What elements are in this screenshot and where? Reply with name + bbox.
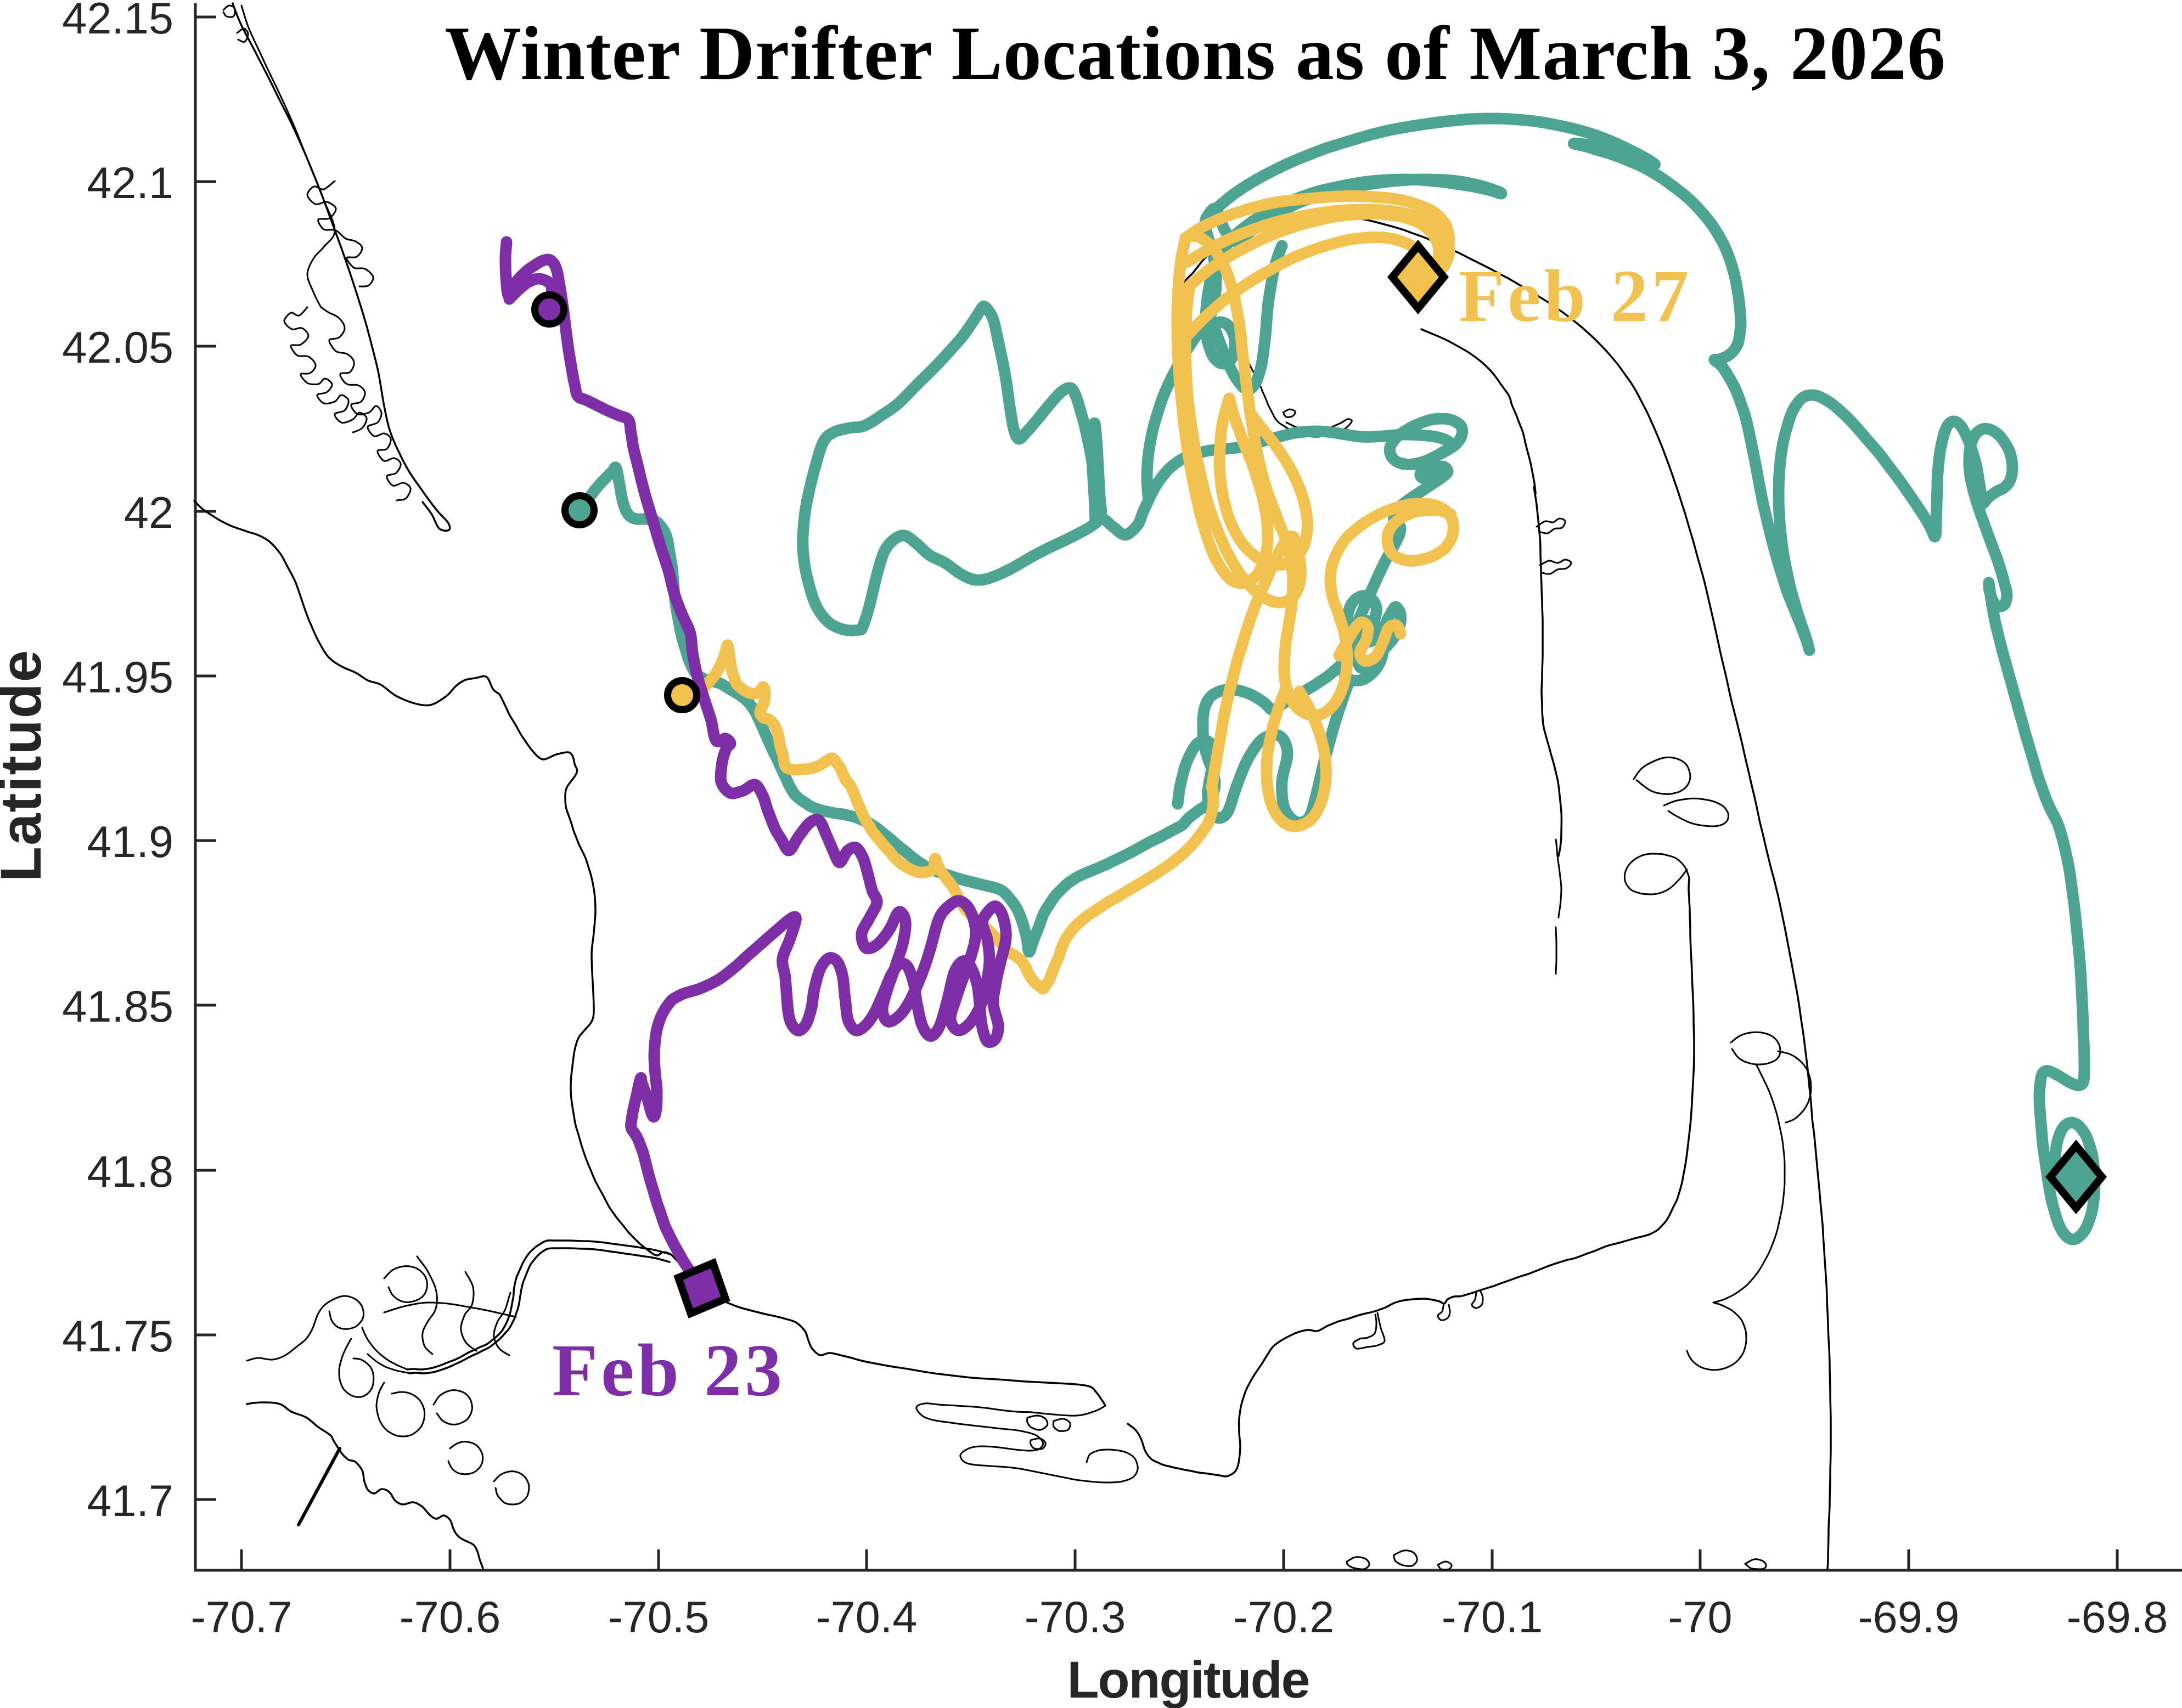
svg-text:41.9: 41.9 — [87, 818, 173, 867]
svg-text:-70.3: -70.3 — [1025, 1593, 1126, 1642]
svg-text:41.8: 41.8 — [87, 1147, 173, 1197]
svg-text:-69.8: -69.8 — [2067, 1593, 2168, 1642]
svg-text:42.05: 42.05 — [62, 323, 173, 373]
svg-text:-69.9: -69.9 — [1858, 1593, 1960, 1642]
svg-text:Feb 23: Feb 23 — [552, 1329, 785, 1412]
svg-text:-70.1: -70.1 — [1442, 1593, 1543, 1642]
svg-text:42.1: 42.1 — [87, 159, 173, 208]
svg-text:Winter Drifter Locations as of: Winter Drifter Locations as of March 3, … — [445, 11, 1946, 96]
svg-text:Longitude: Longitude — [1067, 1651, 1309, 1708]
svg-text:-70.4: -70.4 — [816, 1593, 918, 1642]
svg-text:-70.5: -70.5 — [608, 1593, 710, 1642]
svg-text:41.85: 41.85 — [62, 982, 173, 1031]
svg-text:41.7: 41.7 — [87, 1476, 173, 1526]
svg-text:41.95: 41.95 — [62, 653, 173, 702]
svg-text:41.75: 41.75 — [62, 1312, 173, 1361]
svg-text:42: 42 — [124, 488, 173, 538]
svg-text:-70.6: -70.6 — [400, 1593, 501, 1642]
svg-text:-70.2: -70.2 — [1233, 1593, 1335, 1642]
svg-text:42.15: 42.15 — [62, 0, 173, 43]
svg-text:Latitude: Latitude — [0, 649, 53, 882]
svg-text:Feb 27: Feb 27 — [1459, 255, 1692, 337]
svg-text:-70: -70 — [1668, 1593, 1732, 1642]
svg-text:-70.7: -70.7 — [191, 1593, 293, 1642]
